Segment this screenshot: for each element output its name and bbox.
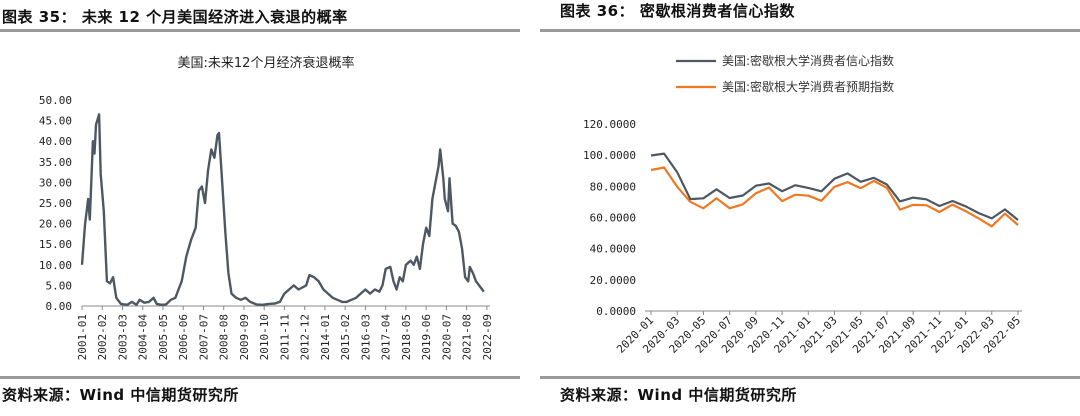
right-top-rule xyxy=(540,29,1080,32)
recession-x-tick-label: 2008-08 xyxy=(218,314,231,360)
recession-x-tick-label: 2002-02 xyxy=(96,314,109,360)
recession-y-tick-label: 35.00 xyxy=(39,156,72,169)
recession-y-tick-label: 0.00 xyxy=(46,300,73,313)
recession-x-tick-label: 2016-03 xyxy=(359,314,372,360)
recession-x-tick-label: 2011-11 xyxy=(278,314,291,360)
recession-y-tick-label: 30.00 xyxy=(39,176,72,189)
michigan-series-group xyxy=(650,152,1019,228)
recession-x-tick-label: 2004-04 xyxy=(137,314,150,361)
recession-probability-chart: 美国:未来12个月经济衰退概率 0.00 5.00 10.00 15.00 20.00 2… xyxy=(39,55,494,360)
recession-x-tick-label: 2020-07 xyxy=(440,314,453,360)
michigan-series-line xyxy=(650,152,1019,221)
recession-x-tick-label: 2017-04 xyxy=(380,314,393,361)
recession-y-tick-label: 40.00 xyxy=(39,135,72,148)
michigan-y-tick-label: 80.0000 xyxy=(590,180,636,193)
right-source-note: 资料来源：Wind 中信期货研究所 xyxy=(560,386,797,404)
michigan-y-tick-label: 20.0000 xyxy=(590,274,636,287)
recession-x-tick-label: 2014-01 xyxy=(319,314,332,360)
recession-x-tick-label: 2005-05 xyxy=(157,314,170,360)
michigan-y-tick-label: 0.0000 xyxy=(596,305,636,318)
recession-x-tick-label: 2010-10 xyxy=(258,314,271,360)
recession-x-tick-label: 2009-09 xyxy=(238,314,251,360)
recession-series-group xyxy=(80,113,485,306)
recession-x-tick-label: 2001-01 xyxy=(76,314,89,360)
michigan-legend-label: 美国:密歇根大学消费者信心指数 xyxy=(722,53,894,68)
michigan-y-tick-label: 40.0000 xyxy=(590,243,636,256)
recession-x-tick-label: 2012-12 xyxy=(299,314,312,360)
recession-x-tick-label: 2022-09 xyxy=(481,314,494,360)
michigan-y-tick-label: 100.0000 xyxy=(583,149,636,162)
recession-y-axis-labels: 0.00 5.00 10.00 15.00 20.00 25.00 30.00 35.00 40… xyxy=(39,94,72,313)
left-top-rule xyxy=(0,29,520,32)
recession-probability-line xyxy=(80,113,485,306)
michigan-y-axis-labels: 0.0000 20.0000 40.0000 60.0000 80.0000 100.00… xyxy=(583,118,636,318)
recession-y-tick-label: 50.00 xyxy=(39,94,72,107)
left-figure-heading: 图表 35： 未来 12 个月美国经济进入衰退的概率 xyxy=(2,8,348,26)
recession-x-tick-label: 2007-07 xyxy=(197,314,210,360)
michigan-series-line xyxy=(650,166,1019,228)
recession-y-tick-label: 45.00 xyxy=(39,115,72,128)
recession-y-tick-label: 5.00 xyxy=(46,279,73,292)
recession-x-tick-label: 2021-08 xyxy=(461,314,474,360)
recession-x-tick-label: 2006-06 xyxy=(177,314,190,360)
michigan-x-axis-labels: 2020-012020-032020-052020-072020-092020-… xyxy=(614,311,1023,356)
recession-x-tick-label: 2003-03 xyxy=(116,314,129,360)
recession-x-tick-label: 2018-05 xyxy=(400,314,413,360)
michigan-legend-label: 美国:密歇根大学消费者预期指数 xyxy=(722,79,894,94)
recession-y-tick-label: 20.00 xyxy=(39,218,72,231)
recession-y-tick-label: 10.00 xyxy=(39,259,72,272)
recession-x-axis-labels: 2001-01 2002-02 2003-03 2004-04 2005-05 2006-… xyxy=(76,306,494,360)
right-figure-heading: 图表 36： 密歇根消费者信心指数 xyxy=(560,2,795,20)
recession-x-tick-label: 2019-06 xyxy=(420,314,433,360)
recession-y-tick-label: 25.00 xyxy=(39,197,72,210)
michigan-y-tick-label: 120.0000 xyxy=(583,118,636,131)
recession-y-tick-label: 15.00 xyxy=(39,238,72,251)
right-bottom-rule xyxy=(540,376,1080,379)
michigan-y-tick-label: 60.0000 xyxy=(590,212,636,225)
recession-chart-title: 美国:未来12个月经济衰退概率 xyxy=(178,55,355,71)
recession-x-tick-label: 2015-02 xyxy=(339,314,352,360)
left-bottom-rule xyxy=(0,376,520,379)
left-source-note: 资料来源：Wind 中信期货研究所 xyxy=(2,386,239,404)
